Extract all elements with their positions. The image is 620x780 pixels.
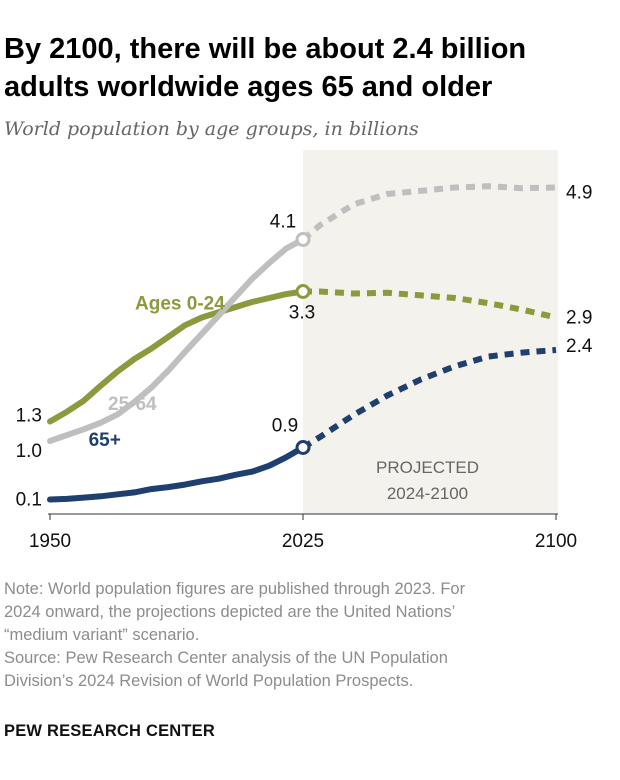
value-label-2025-ages-0-24: 3.3 — [289, 303, 315, 324]
marker-2025-ages-0-24 — [295, 284, 311, 299]
note-line-1: Note: World population figures are publi… — [4, 580, 466, 598]
projection-band-label-line-1: PROJECTED — [376, 458, 479, 477]
line-chart: PROJECTED 2024-2100 1950 2025 2100 1.3 3.3 2… — [16, 150, 593, 552]
brand-name: PEW RESEARCH CENTER — [4, 722, 215, 740]
series-projection-ages-0-24 — [303, 288, 557, 321]
value-label-2025-65-: 0.9 — [272, 416, 298, 437]
start-value-label-65-: 0.1 — [16, 490, 42, 511]
series-label-65-: 65+ — [89, 430, 121, 451]
marker-2025-25-64 — [295, 232, 311, 247]
value-label-2025-25-64: 4.1 — [270, 212, 296, 233]
start-value-label-25-64: 1.0 — [16, 441, 42, 462]
x-tick-label-2025: 2025 — [282, 531, 324, 552]
series-label-25-64: 25-64 — [108, 394, 157, 415]
source-line-1: Source: Pew Research Center analysis of … — [4, 649, 448, 667]
marker-2025-65- — [295, 440, 311, 455]
series-line-ages-0-24 — [47, 288, 306, 425]
series-projection-25-64 — [301, 183, 557, 242]
note-line-2: 2024 onward, the projections depicted ar… — [4, 603, 456, 621]
start-value-label-ages-0-24: 1.3 — [16, 406, 42, 427]
chart-title: By 2100, there will be about 2.4 billion… — [4, 33, 527, 103]
value-label-2100-65-: 2.4 — [566, 336, 593, 357]
x-tick-label-2100: 2100 — [535, 531, 577, 552]
footnote: Note: World population figures are publi… — [4, 578, 614, 693]
note-line-3: “medium variant” scenario. — [4, 626, 200, 644]
source-line-2: Division’s 2024 Revision of World Popula… — [4, 672, 414, 690]
projection-band-label-line-2: 2024-2100 — [387, 484, 468, 503]
value-label-2100-ages-0-24: 2.9 — [566, 308, 592, 329]
series-line-65- — [47, 444, 306, 503]
chart-subtitle: World population by age groups, in billi… — [4, 118, 419, 140]
series-projection-65- — [301, 347, 557, 451]
x-tick-label-1950: 1950 — [29, 531, 71, 552]
value-label-2100-25-64: 4.9 — [566, 183, 592, 204]
series-line-25-64 — [47, 236, 306, 444]
series-label-ages-0-24: Ages 0-24 — [135, 294, 225, 315]
